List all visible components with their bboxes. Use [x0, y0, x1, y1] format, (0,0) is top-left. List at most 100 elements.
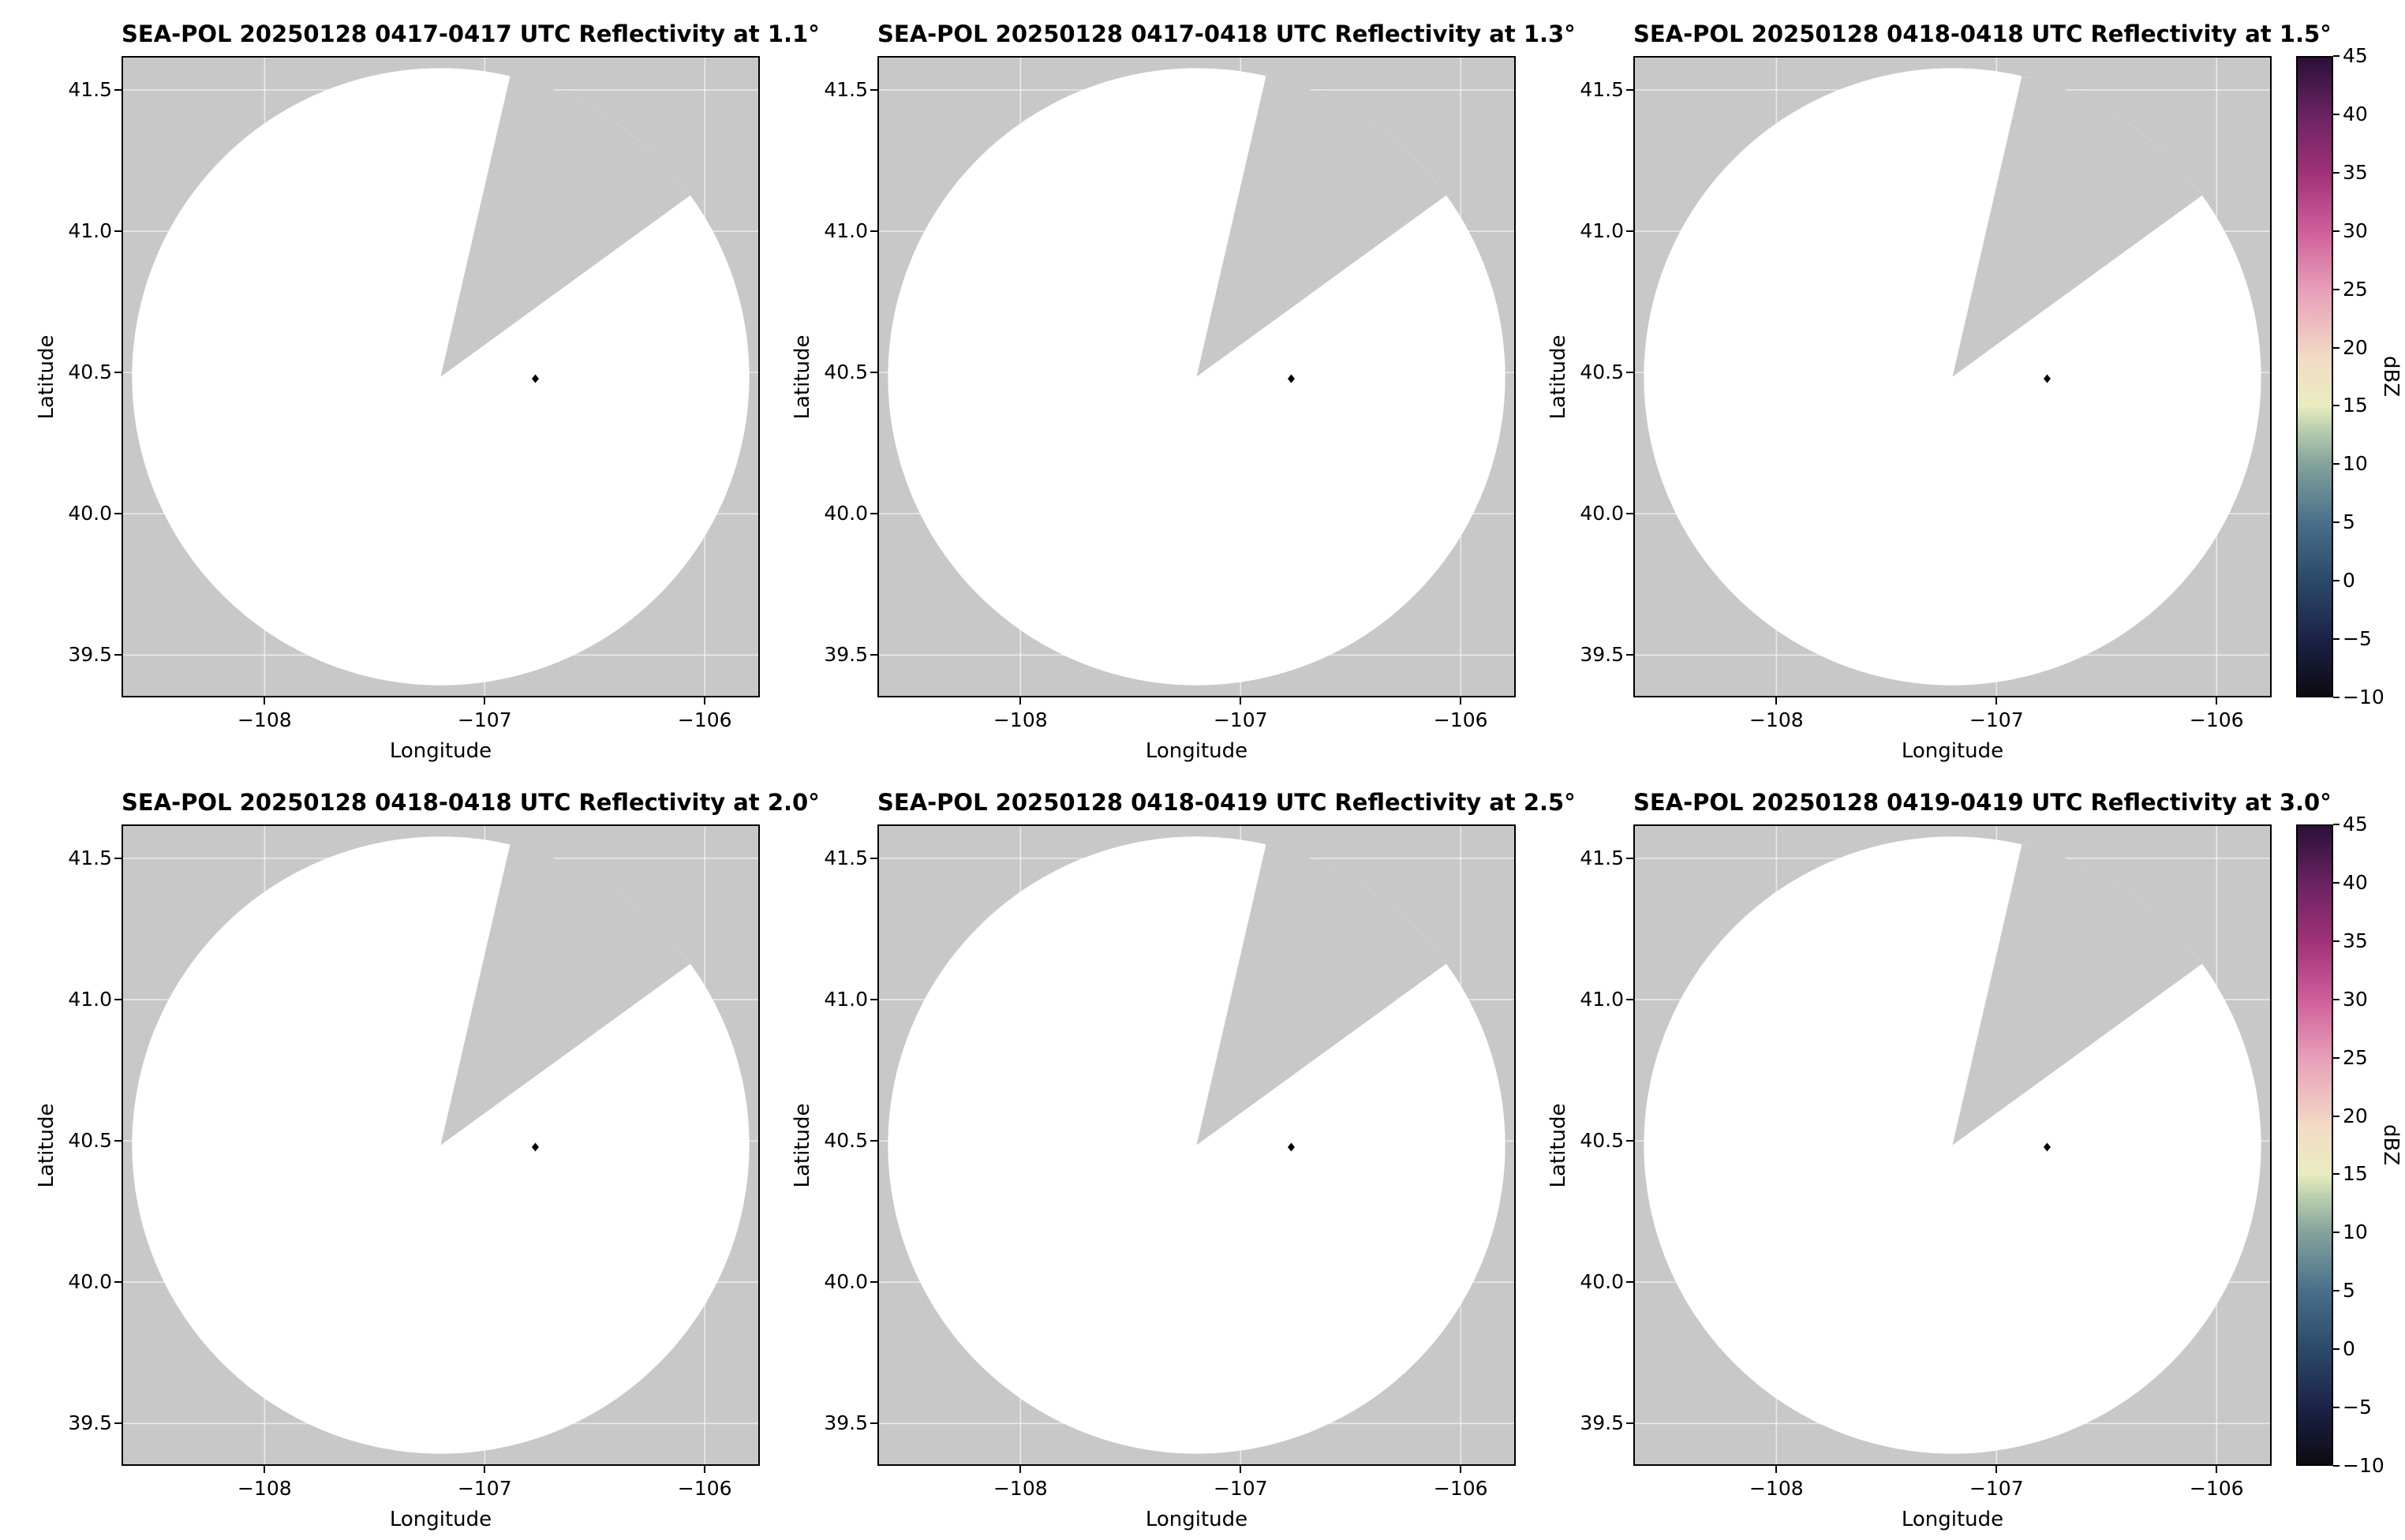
colorbar-tick-mark — [2333, 230, 2340, 232]
colorbar-label: dBZ — [2379, 1124, 2403, 1166]
y-tick-label: 40.0 — [68, 1270, 112, 1294]
y-tick-mark — [114, 1140, 122, 1142]
x-tick-mark — [484, 1466, 486, 1473]
colorbar-tick-mark — [2333, 288, 2340, 290]
x-tick-mark — [264, 697, 266, 705]
colorbar-tick-mark — [2333, 346, 2340, 349]
y-tick-mark — [114, 857, 122, 859]
x-tick-label: −107 — [457, 708, 512, 731]
panel-title: SEA-POL 20250128 0417-0417 UTC Reflectiv… — [122, 21, 820, 47]
colorbar-tick-label: 0 — [2343, 569, 2355, 592]
colorbar-tick-label: −5 — [2343, 1396, 2372, 1419]
colorbar-tick-mark — [2333, 998, 2340, 1000]
y-tick-label: 41.5 — [824, 77, 868, 101]
colorbar-gradient — [2296, 56, 2333, 697]
y-tick-mark — [870, 1281, 877, 1284]
y-tick-mark — [114, 999, 122, 1001]
y-tick-mark — [114, 1281, 122, 1284]
panel-title: SEA-POL 20250128 0418-0418 UTC Reflectiv… — [122, 789, 820, 816]
radar-ppi-svg — [1633, 824, 2272, 1466]
x-tick-mark — [264, 1466, 266, 1473]
panel-title: SEA-POL 20250128 0419-0419 UTC Reflectiv… — [1633, 789, 2332, 816]
colorbar-tick-label: 0 — [2343, 1337, 2355, 1361]
y-tick-label: 41.0 — [68, 988, 112, 1011]
x-tick-mark — [1019, 1466, 1022, 1473]
missing-data-sector — [1952, 844, 2202, 1146]
y-tick-label: 40.5 — [1580, 361, 1624, 384]
x-tick-mark — [1995, 697, 1998, 705]
missing-data-sector — [1196, 76, 1446, 377]
y-tick-mark — [870, 1422, 877, 1425]
radar-ppi-svg — [122, 56, 760, 697]
y-tick-label: 39.5 — [1580, 643, 1624, 667]
y-tick-mark — [1626, 857, 1633, 859]
y-tick-label: 40.5 — [1580, 1129, 1624, 1153]
y-tick-mark — [1626, 999, 1633, 1001]
y-tick-label: 40.0 — [824, 502, 868, 525]
colorbar-tick-mark — [2333, 1173, 2340, 1176]
colorbar-tick-label: 40 — [2343, 102, 2368, 125]
colorbar-tick-mark — [2333, 405, 2340, 407]
y-tick-label: 41.0 — [824, 219, 868, 243]
axes-spine — [1633, 56, 2272, 697]
y-tick-mark — [1626, 88, 1633, 91]
colorbar-tick-label: 45 — [2343, 813, 2368, 835]
y-tick-label: 39.5 — [68, 643, 112, 667]
colorbar-tick-mark — [2333, 1115, 2340, 1117]
x-tick-mark — [1019, 697, 1022, 705]
y-tick-label: 41.5 — [68, 77, 112, 101]
y-tick-mark — [1626, 230, 1633, 233]
colorbar-tick-mark — [2333, 638, 2340, 641]
colorbar-tick-label: −10 — [2343, 686, 2384, 708]
y-tick-label: 40.0 — [1580, 502, 1624, 525]
y-tick-mark — [114, 513, 122, 515]
radar-site-marker — [1287, 1142, 1295, 1152]
y-tick-mark — [114, 88, 122, 91]
x-tick-label: −107 — [457, 1477, 512, 1500]
colorbar-tick-mark — [2333, 1056, 2340, 1059]
colorbar-tick-label: 45 — [2343, 44, 2368, 67]
x-tick-label: −108 — [1749, 708, 1804, 731]
axes-spine — [1633, 824, 2272, 1466]
y-tick-label: 40.0 — [68, 502, 112, 525]
y-tick-label: 39.5 — [824, 643, 868, 667]
x-tick-label: −108 — [237, 1477, 292, 1500]
y-tick-label: 41.0 — [68, 219, 112, 243]
colorbar-tick-mark — [2333, 521, 2340, 524]
y-tick-label: 39.5 — [68, 1411, 112, 1435]
y-tick-label: 41.5 — [824, 846, 868, 869]
colorbar-tick-mark — [2333, 1465, 2340, 1467]
panel-title: SEA-POL 20250128 0418-0418 UTC Reflectiv… — [1633, 21, 2332, 47]
missing-data-sector — [440, 844, 690, 1146]
y-tick-label: 41.0 — [1580, 988, 1624, 1011]
x-tick-mark — [704, 1466, 706, 1473]
plot-area — [1633, 56, 2272, 697]
radar-site-marker — [531, 1142, 539, 1152]
panel-title: SEA-POL 20250128 0417-0418 UTC Reflectiv… — [877, 21, 1576, 47]
radar-site-marker — [2043, 374, 2051, 383]
y-tick-label: 40.0 — [1580, 1270, 1624, 1294]
x-tick-mark — [1775, 697, 1778, 705]
y-tick-label: 39.5 — [824, 1411, 868, 1435]
colorbar-tick-label: 10 — [2343, 1220, 2368, 1244]
y-tick-label: 40.5 — [824, 1129, 868, 1153]
x-axis-label: Longitude — [1901, 739, 2004, 763]
colorbar-tick-label: 25 — [2343, 1045, 2368, 1069]
plot-area — [122, 824, 760, 1466]
x-tick-label: −106 — [677, 708, 732, 731]
colorbar-tick-label: 15 — [2343, 1162, 2368, 1186]
y-tick-label: 39.5 — [1580, 1411, 1624, 1435]
radar-site-marker — [1287, 374, 1295, 383]
colorbar-tick-mark — [2333, 463, 2340, 465]
plot-area — [877, 56, 1516, 697]
colorbar-tick-label: 10 — [2343, 452, 2368, 476]
colorbar-tick-mark — [2333, 171, 2340, 174]
colorbar-tick-label: −10 — [2343, 1454, 2384, 1477]
axes-spine — [122, 824, 760, 1466]
plot-area — [122, 56, 760, 697]
panel-title: SEA-POL 20250128 0418-0419 UTC Reflectiv… — [877, 789, 1576, 816]
x-axis-label: Longitude — [1145, 1508, 1248, 1531]
colorbar-tick-label: 25 — [2343, 277, 2368, 301]
missing-data-sector — [1196, 844, 1446, 1146]
